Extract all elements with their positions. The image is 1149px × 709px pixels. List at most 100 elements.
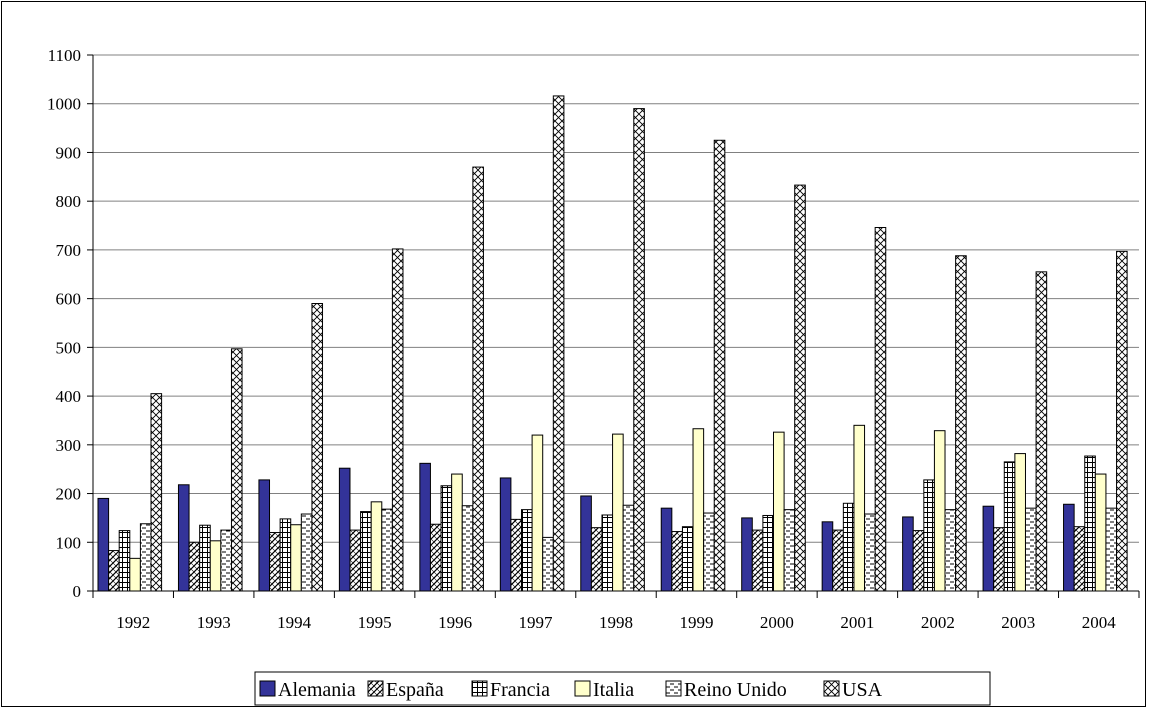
bar-francia-1997	[521, 509, 533, 592]
bar-alemania-1992	[97, 497, 110, 592]
legend-swatch-reino-unido	[665, 680, 682, 697]
bar-reino-unido-1992	[139, 523, 152, 592]
legend-swatch-francia	[471, 680, 488, 697]
bar-italia-1999	[692, 428, 705, 592]
y-tick-label: 600	[56, 290, 82, 309]
bar-italia-1993	[209, 540, 222, 592]
bar-usa-2000	[794, 184, 806, 592]
bar-alemania-2004	[1063, 503, 1075, 592]
legend-label-españa: España	[386, 679, 444, 701]
legend-swatch-alemania	[259, 680, 276, 697]
bar-alemania-1998	[580, 495, 592, 592]
bar-alemania-1994	[258, 479, 271, 592]
bar-reino-unido-1994	[300, 513, 313, 592]
bar-italia-2001	[853, 424, 866, 592]
bar-españa-1994	[269, 532, 281, 592]
bar-francia-2002	[923, 479, 935, 592]
bar-francia-1992	[118, 530, 131, 592]
bar-italia-2003	[1014, 453, 1026, 592]
legend-swatch-españa	[367, 680, 384, 697]
bars	[97, 95, 1128, 592]
bar-francia-2004	[1084, 455, 1096, 592]
bar-españa-2002	[912, 530, 925, 592]
x-tick-label: 1998	[599, 613, 633, 632]
y-tick-label: 0	[73, 582, 82, 601]
bar-reino-unido-1996	[461, 505, 474, 592]
y-tick-label: 900	[56, 143, 82, 162]
bar-francia-1998	[601, 514, 614, 592]
x-tick-label: 1996	[438, 613, 472, 632]
legend-swatch-usa	[823, 680, 840, 697]
x-tick-label: 1995	[358, 613, 392, 632]
y-tick-label: 1100	[48, 46, 81, 65]
bar-reino-unido-2000	[783, 509, 796, 592]
y-tick-label: 500	[56, 338, 82, 357]
legend-swatch-italia	[574, 680, 591, 697]
bar-alemania-1997	[499, 477, 512, 592]
bar-italia-1996	[451, 473, 463, 592]
y-tick-label: 700	[56, 241, 82, 260]
bar-españa-1995	[349, 529, 362, 592]
bar-usa-2001	[874, 226, 887, 592]
legend-label-alemania: Alemania	[278, 679, 356, 701]
bar-españa-2001	[832, 529, 844, 592]
bar-alemania-1999	[660, 507, 673, 592]
bar-usa-1998	[633, 108, 645, 592]
bar-italia-1994	[290, 524, 302, 592]
bar-alemania-2001	[821, 521, 834, 592]
x-tick-label: 2002	[921, 613, 955, 632]
bar-francia-1994	[279, 518, 292, 592]
y-tick-label: 300	[56, 436, 82, 455]
bar-usa-1995	[391, 248, 404, 592]
legend: Alemania España Francia Italia Reino Unido US…	[254, 671, 991, 706]
bar-españa-2000	[751, 529, 764, 592]
x-tick-label: 2003	[1001, 613, 1035, 632]
x-tick-label: 1999	[679, 613, 713, 632]
bar-usa-1996	[472, 166, 484, 592]
x-tick-label: 1993	[197, 613, 231, 632]
bar-usa-1997	[552, 95, 565, 592]
x-tick-label: 2001	[840, 613, 874, 632]
bar-alemania-2003	[982, 505, 995, 592]
y-tick-label: 100	[56, 533, 82, 552]
bar-reino-unido-1998	[622, 504, 635, 592]
bar-reino-unido-1997	[542, 536, 554, 592]
bar-alemania-1996	[419, 462, 431, 592]
bar-españa-1998	[590, 527, 603, 592]
bar-italia-2004	[1094, 473, 1107, 592]
y-tick-label: 400	[56, 387, 82, 406]
y-tick-label: 1000	[47, 95, 81, 114]
bar-reino-unido-2001	[864, 513, 876, 592]
x-tick-label: 2000	[760, 613, 794, 632]
bar-usa-1999	[713, 139, 726, 592]
bar-usa-2004	[1116, 250, 1128, 592]
bar-reino-unido-2002	[944, 509, 957, 592]
bar-francia-1999	[681, 526, 694, 592]
bar-usa-1992	[150, 393, 163, 592]
legend-label-reino-unido: Reino Unido	[684, 679, 787, 701]
bar-italia-1995	[370, 501, 383, 592]
x-tick-label: 1994	[277, 613, 312, 632]
bar-usa-2002	[955, 255, 967, 592]
legend-label-francia: Francia	[490, 679, 550, 701]
x-tick-label: 2004	[1082, 613, 1117, 632]
bar-españa-1997	[510, 518, 523, 592]
bar-italia-1992	[129, 557, 141, 592]
bar-usa-1993	[230, 348, 243, 592]
bar-francia-1996	[440, 485, 453, 592]
x-tick-label: 1992	[116, 613, 150, 632]
bar-francia-2001	[842, 502, 855, 592]
bar-alemania-2002	[902, 516, 914, 592]
y-tick-label: 800	[56, 192, 82, 211]
bar-españa-1999	[671, 531, 683, 592]
bar-italia-2002	[933, 430, 946, 592]
bar-usa-2003	[1035, 271, 1048, 592]
bar-españa-2003	[993, 527, 1005, 592]
bar-alemania-2000	[741, 517, 753, 592]
y-tick-label: 200	[56, 485, 82, 504]
legend-label-italia: Italia	[593, 679, 634, 701]
bar-reino-unido-1995	[381, 508, 393, 592]
bar-reino-unido-1999	[703, 512, 715, 592]
